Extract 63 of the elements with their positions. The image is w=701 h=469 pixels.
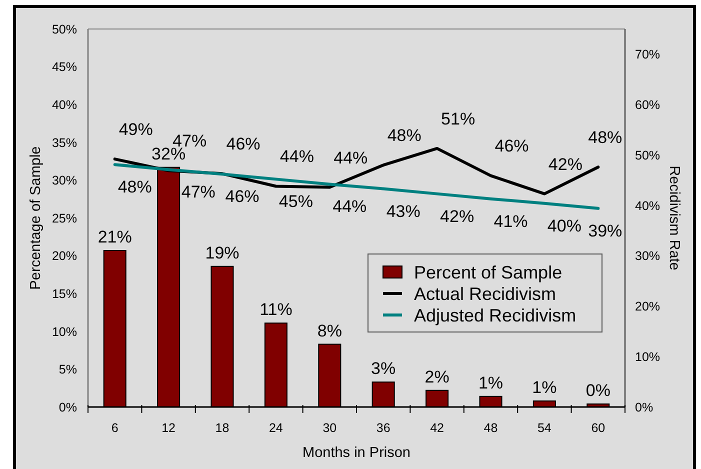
x-tick-label: 30 (322, 421, 337, 435)
x-tick-label: 60 (591, 421, 606, 435)
y2-tick-label: 50% (635, 148, 660, 162)
data-label: 21% (98, 228, 132, 247)
y-tick-label: 10% (52, 324, 77, 339)
x-tick-label: 42 (430, 421, 444, 435)
data-label: 49% (118, 120, 153, 140)
data-label: 44% (280, 147, 314, 166)
data-label: 51% (441, 109, 476, 128)
y-tick-label: 50% (52, 22, 77, 36)
x-tick-label: 48 (484, 421, 498, 435)
data-label: 46% (225, 187, 260, 206)
y2-tick-label: 30% (635, 249, 660, 264)
data-label: 41% (494, 212, 528, 231)
data-label: 46% (494, 136, 529, 156)
data-label: 40% (547, 216, 582, 236)
data-label: 8% (317, 321, 342, 340)
data-label: 44% (334, 148, 368, 168)
data-label: 19% (205, 243, 240, 262)
y-tick-label: 20% (52, 249, 77, 264)
x-tick-label: 54 (537, 421, 552, 435)
y2-axis-title: Recidivism Rate (666, 166, 682, 270)
y-tick-label: 0% (58, 400, 77, 414)
x-tick-label: 18 (215, 421, 230, 435)
data-label: 1% (478, 373, 504, 392)
data-label: 47% (181, 182, 216, 202)
data-label: 43% (386, 202, 420, 221)
x-tick-label: 6 (111, 421, 118, 435)
y-tick-label: 45% (52, 60, 77, 74)
data-label: 11% (260, 300, 292, 320)
data-label: 48% (588, 128, 622, 148)
x-tick-label: 36 (376, 421, 390, 435)
x-tick-label: 24 (268, 421, 283, 435)
y2-tick-label: 70% (635, 48, 660, 62)
data-label: 1% (532, 378, 557, 397)
data-label: 46% (226, 134, 260, 154)
data-label: 42% (440, 206, 474, 226)
y-tick-label: 25% (52, 211, 77, 226)
data-label: 44% (332, 197, 367, 216)
y2-tick-label: 20% (635, 300, 660, 314)
data-label: 0% (586, 380, 610, 400)
data-label: 48% (118, 178, 152, 197)
y-tick-label: 15% (52, 286, 77, 301)
data-label: 45% (278, 192, 313, 212)
y2-tick-label: 60% (635, 98, 660, 112)
data-label: 2% (424, 367, 450, 386)
legend-label: Percent of Sample (414, 262, 562, 282)
data-label: 48% (387, 126, 422, 146)
y-tick-label: 30% (52, 174, 77, 188)
y-tick-label: 40% (52, 98, 77, 112)
y2-tick-label: 10% (635, 350, 660, 364)
data-label: 3% (371, 359, 396, 378)
legend-label: Actual Recidivism (414, 284, 556, 304)
x-axis-title: Months in Prison (302, 445, 410, 461)
y-tick-label: 35% (52, 136, 77, 150)
data-label: 39% (588, 221, 622, 240)
y-axis-title: Percentage of Sample (28, 146, 44, 290)
data-label: 42% (548, 154, 582, 174)
y2-tick-label: 40% (635, 198, 660, 213)
legend-label: Adjusted Recidivism (414, 305, 576, 326)
y-tick-label: 5% (58, 362, 77, 377)
y2-tick-label: 0% (635, 400, 654, 414)
x-tick-label: 12 (162, 421, 176, 435)
